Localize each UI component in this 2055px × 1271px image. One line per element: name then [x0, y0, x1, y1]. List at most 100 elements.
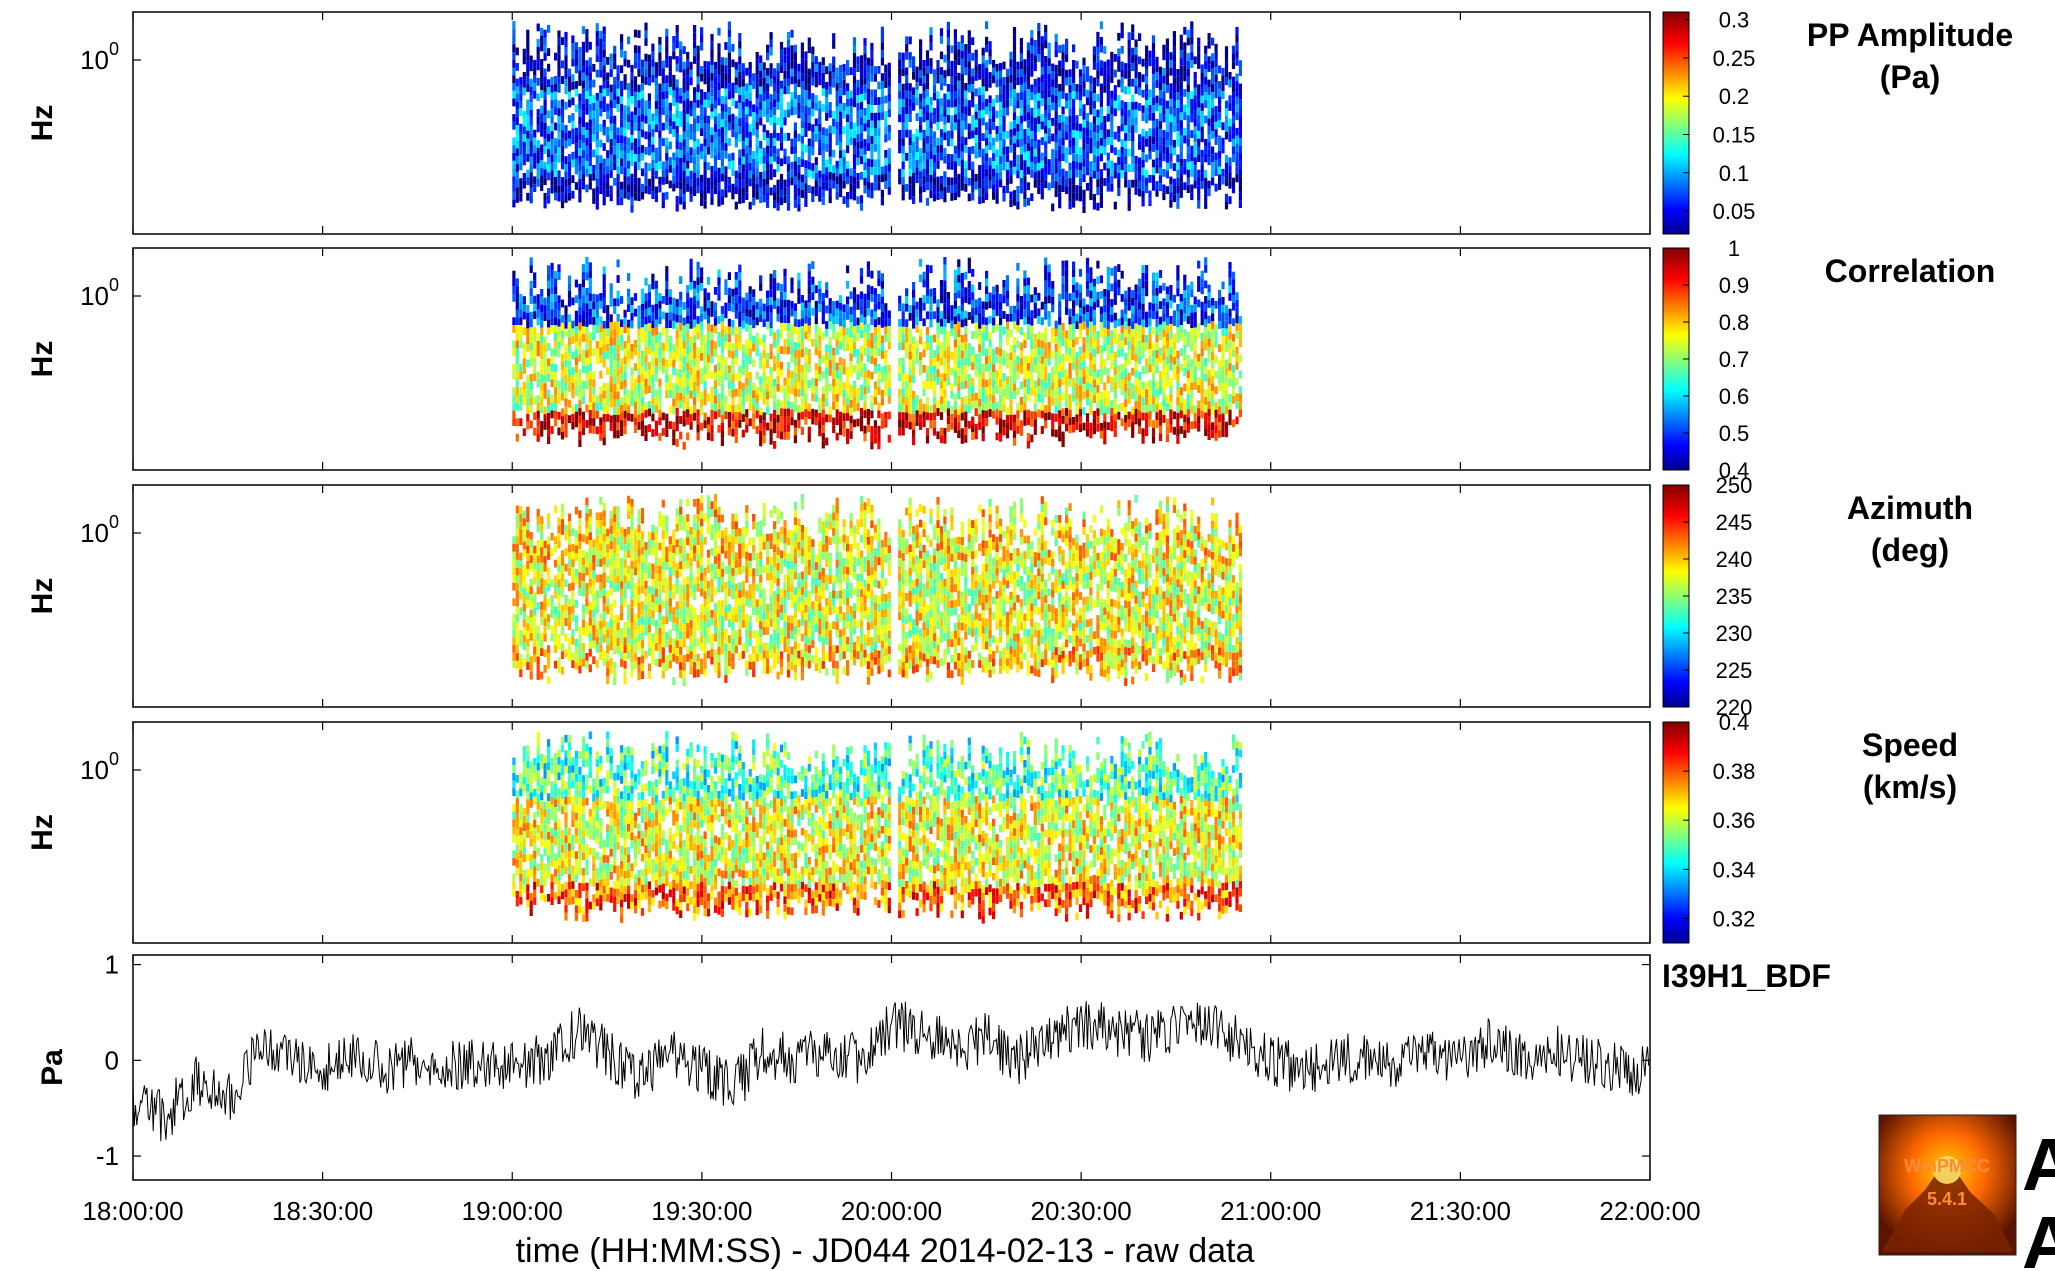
- heatmap-cell: [1096, 117, 1100, 126]
- heatmap-cell: [1158, 167, 1163, 176]
- heatmap-cell: [859, 133, 864, 141]
- heatmap-cell: [800, 143, 804, 152]
- heatmap-cell: [651, 43, 655, 52]
- heatmap-cell: [919, 186, 923, 195]
- heatmap-cell: [786, 31, 791, 40]
- heatmap-cell: [995, 149, 999, 158]
- heatmap-cell: [679, 361, 683, 370]
- heatmap-cell: [689, 266, 693, 275]
- heatmap-cell: [856, 126, 860, 135]
- heatmap-cell: [1082, 127, 1086, 136]
- heatmap-cell: [1082, 174, 1086, 182]
- heatmap-cell: [519, 131, 523, 140]
- heatmap-cell: [807, 84, 811, 92]
- heatmap-cell: [727, 349, 731, 358]
- heatmap-cell: [981, 94, 985, 103]
- heatmap-cell: [755, 59, 759, 68]
- heatmap-cell: [1075, 192, 1079, 201]
- heatmap-cell: [606, 398, 610, 407]
- heatmap-cell: [700, 89, 704, 98]
- heatmap-cell: [1089, 184, 1093, 193]
- heatmap-cell: [1099, 130, 1103, 138]
- heatmap-cell: [581, 326, 585, 335]
- heatmap-cell: [1033, 94, 1037, 103]
- heatmap-cell: [543, 146, 547, 154]
- heatmap-cell: [550, 123, 554, 132]
- heatmap-cell: [870, 120, 874, 129]
- heatmap-cell: [1138, 33, 1142, 41]
- heatmap-cell: [1172, 163, 1176, 171]
- heatmap-cell: [640, 304, 645, 312]
- heatmap-cell: [971, 192, 975, 201]
- heatmap-cell: [779, 315, 784, 323]
- heatmap-cell: [630, 142, 634, 151]
- heatmap-cell: [748, 100, 752, 109]
- heatmap-cell: [727, 37, 731, 45]
- heatmap-cell: [967, 146, 971, 155]
- heatmap-cell: [953, 114, 957, 123]
- heatmap-cell: [540, 343, 544, 352]
- heatmap-cell: [738, 102, 742, 111]
- heatmap-cell: [1033, 47, 1037, 56]
- heatmap-cell: [620, 397, 624, 405]
- heatmap-cell: [1218, 158, 1222, 167]
- heatmap-cell: [1012, 50, 1017, 59]
- heatmap-cell: [700, 399, 704, 408]
- heatmap-cell: [519, 108, 523, 116]
- heatmap-cell: [640, 296, 645, 305]
- heatmap-cell: [1207, 64, 1211, 72]
- heatmap-cell: [675, 376, 679, 385]
- heatmap-cell: [654, 335, 658, 343]
- heatmap-cell: [790, 45, 794, 54]
- heatmap-cell: [720, 57, 724, 65]
- heatmap-cell: [578, 179, 582, 187]
- heatmap-cell: [1099, 122, 1103, 131]
- heatmap-cell: [825, 414, 829, 423]
- heatmap-cell: [613, 154, 617, 163]
- heatmap-cell: [1009, 191, 1013, 200]
- heatmap-cell: [595, 46, 599, 55]
- heatmap-cell: [686, 160, 690, 169]
- heatmap-cell: [727, 326, 731, 335]
- heatmap-cell: [1089, 168, 1093, 177]
- heatmap-cell: [804, 113, 808, 122]
- heatmap-cell: [689, 336, 693, 345]
- heatmap-cell: [693, 25, 697, 33]
- heatmap-cell: [526, 122, 530, 131]
- heatmap-cell: [1061, 129, 1065, 138]
- heatmap-cell: [647, 77, 651, 86]
- heatmap-cell: [540, 105, 544, 114]
- heatmap-cell: [842, 149, 846, 158]
- heatmap-cell: [825, 159, 829, 168]
- heatmap-cell: [797, 319, 801, 328]
- heatmap-cell: [908, 90, 912, 99]
- heatmap-cell: [554, 169, 558, 178]
- heatmap-cell: [762, 178, 766, 187]
- heatmap-cell: [571, 159, 575, 168]
- heatmap-cell: [1078, 185, 1083, 194]
- heatmap-cell: [846, 265, 850, 274]
- heatmap-cell: [828, 360, 832, 368]
- heatmap-cell: [1068, 139, 1072, 148]
- heatmap-cell: [1054, 134, 1058, 143]
- heatmap-cell: [1138, 56, 1142, 65]
- heatmap-cell: [588, 119, 592, 128]
- heatmap-cell: [1026, 166, 1030, 175]
- heatmap-cell: [1040, 191, 1044, 200]
- heatmap-cell: [724, 73, 728, 81]
- heatmap-cell: [783, 400, 787, 409]
- heatmap-cell: [1019, 61, 1023, 70]
- heatmap-cell: [1238, 176, 1242, 185]
- heatmap-cell: [571, 413, 575, 422]
- heatmap-cell: [1172, 108, 1176, 117]
- heatmap-cell: [613, 84, 617, 93]
- heatmap-cell: [620, 358, 624, 367]
- heatmap-cell: [1016, 77, 1020, 85]
- heatmap-cell: [713, 163, 718, 171]
- heatmap-cell: [564, 164, 568, 172]
- heatmap-cell: [627, 122, 631, 130]
- heatmap-cell: [745, 130, 749, 138]
- heatmap-cell: [1131, 47, 1135, 56]
- heatmap-cell: [689, 100, 693, 109]
